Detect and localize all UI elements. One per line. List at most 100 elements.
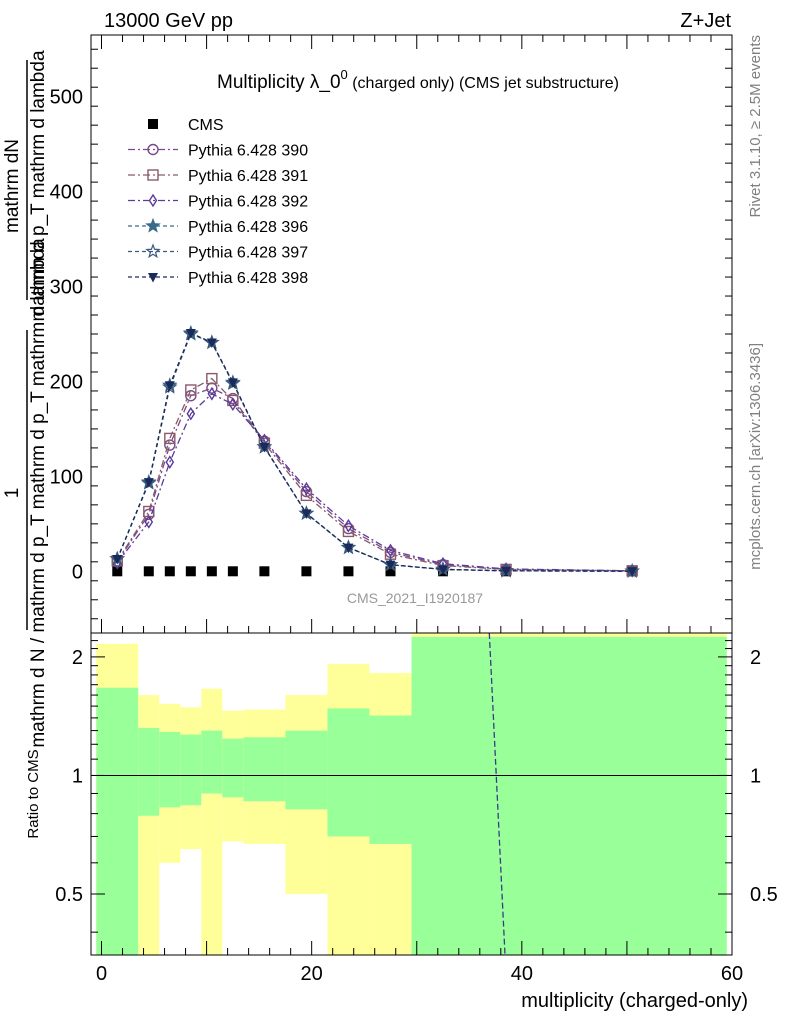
series-marker	[343, 543, 354, 554]
watermark: CMS_2021_I1920187	[347, 590, 483, 606]
ratio-inner-band	[285, 730, 328, 810]
ratio-ytick-label-right: 2	[750, 647, 761, 669]
series-marker	[627, 567, 638, 577]
main-ytick-label: 400	[50, 182, 83, 204]
series-1	[111, 382, 638, 577]
series-marker	[145, 217, 161, 233]
series-4	[109, 324, 640, 578]
series-marker	[300, 489, 313, 502]
series-line	[116, 332, 633, 572]
ratio-inner-band	[222, 738, 244, 798]
ratio-panel: 0.5 0.51 12 20 20 40 60	[55, 632, 778, 985]
series-marker	[164, 566, 175, 577]
legend-label: Pythia 6.428 391	[188, 168, 308, 185]
series-marker	[147, 143, 159, 156]
series-marker	[259, 442, 270, 453]
series-marker	[207, 386, 217, 401]
main-title: Multiplicity λ_00 (charged only) (CMS je…	[217, 67, 619, 93]
series-line	[116, 333, 633, 572]
series-marker	[342, 525, 355, 538]
ratio-ytick-label-right: 1	[750, 765, 761, 787]
series-line	[116, 393, 633, 572]
series-marker	[228, 397, 238, 412]
series-line	[116, 387, 633, 572]
ratio-inner-band	[201, 730, 223, 794]
series-marker	[206, 338, 217, 349]
ratio-xtick-label: 20	[301, 963, 323, 985]
legend: CMS Pythia 6.428 390 Pythia 6.428 391 Pythi…	[128, 117, 308, 287]
series-marker	[227, 378, 238, 388]
ratio-inner-band	[369, 715, 412, 844]
series-marker	[386, 543, 395, 558]
series-marker	[185, 384, 197, 396]
legend-entry: CMS	[148, 117, 224, 134]
series-marker	[185, 566, 196, 577]
main-ytick-label: 0	[72, 561, 83, 583]
series-marker	[164, 439, 176, 451]
series-marker	[164, 381, 175, 391]
series-marker	[227, 394, 239, 407]
series-marker	[438, 565, 449, 575]
ratio-bands	[96, 633, 727, 955]
series-line	[116, 332, 633, 572]
series-marker	[148, 193, 158, 208]
ylabel-outer-denominator: mathrm d N / mathrm d p_T mathrm d p_T m…	[28, 238, 49, 748]
legend-label: Pythia 6.428 390	[188, 143, 308, 160]
legend-label: Pythia 6.428 398	[188, 270, 308, 287]
ratio-axis-ticks: 0.5 0.51 12 20 20 40 60	[55, 632, 778, 985]
ratio-ytick-label: 2	[72, 647, 83, 669]
main-ytick-label: 300	[50, 277, 83, 299]
ratio-ytick-label-right: 0.5	[750, 884, 778, 906]
series-marker	[259, 566, 270, 577]
legend-entry: Pythia 6.428 397	[128, 243, 308, 262]
series-marker	[144, 515, 154, 529]
legend-entry: Pythia 6.428 398	[128, 270, 308, 287]
ratio-ytick-label: 1	[72, 765, 83, 787]
ratio-xtick-label: 0	[96, 963, 107, 985]
series-5	[109, 325, 640, 578]
series-marker	[165, 455, 175, 469]
series-marker	[206, 372, 218, 385]
ratio-inner-band	[159, 731, 181, 808]
x-axis-label: multiplicity (charged-only)	[521, 990, 748, 1012]
ratio-inner-band	[243, 737, 286, 802]
title-rest-text: (charged only) (CMS jet substructure)	[348, 75, 619, 92]
series-marker	[301, 566, 312, 577]
series-marker	[206, 566, 217, 577]
series-marker	[301, 509, 312, 519]
series-marker	[148, 119, 158, 129]
legend-entry: Pythia 6.428 391	[128, 168, 308, 185]
ratio-ytick-label: 0.5	[55, 884, 83, 906]
legend-label: Pythia 6.428 396	[188, 219, 308, 236]
ratio-outer-band	[201, 688, 223, 955]
ratio-ylabel: Ratio to CMS	[25, 749, 42, 838]
title-main-text: Multiplicity λ_0	[217, 72, 341, 93]
series-marker	[343, 566, 354, 577]
ylabel-numerator: mathrm dN	[2, 139, 23, 233]
main-ytick-label: 200	[50, 371, 83, 393]
header-process: Z+Jet	[680, 10, 731, 32]
series-2	[111, 372, 638, 577]
main-axis-ticks: 0 100 200 300 400 500	[50, 35, 733, 633]
series-marker	[302, 481, 311, 496]
series-marker	[112, 566, 123, 577]
legend-entry: Pythia 6.428 396	[128, 217, 308, 236]
rivet-label: Rivet 3.1.10, ≥ 2.5M events	[747, 35, 764, 218]
ratio-inner-band	[327, 708, 370, 837]
ratio-inner-band	[411, 636, 727, 955]
legend-label: CMS	[188, 117, 224, 134]
series-3	[112, 386, 637, 578]
series-marker	[227, 566, 238, 577]
series-marker	[112, 554, 123, 565]
legend-entry: Pythia 6.428 392	[128, 194, 308, 211]
legend-label: Pythia 6.428 397	[188, 245, 308, 262]
series-marker	[148, 273, 158, 283]
series-marker	[185, 329, 196, 339]
main-ylabel: mathrm dN mathrm d p_T mathrm d lambda 1…	[2, 50, 49, 748]
title-superscript: 0	[341, 67, 348, 82]
legend-entry: Pythia 6.428 390	[128, 143, 308, 160]
legend-label: Pythia 6.428 392	[188, 194, 308, 211]
ratio-inner-band	[96, 687, 139, 955]
